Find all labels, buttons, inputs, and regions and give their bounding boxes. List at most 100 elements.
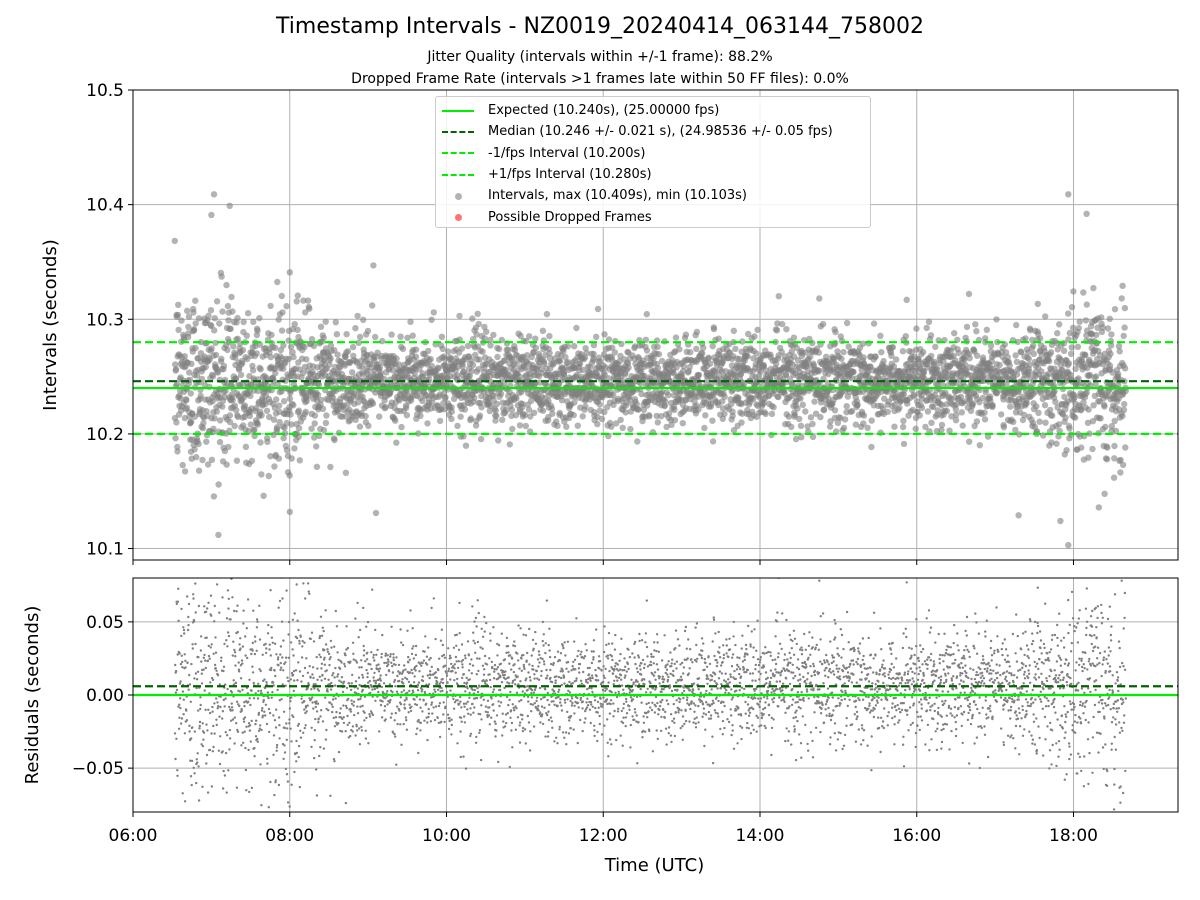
residual-point [186, 661, 189, 664]
interval-point [705, 354, 712, 361]
interval-point [448, 415, 455, 423]
interval-point [868, 443, 875, 451]
interval-point [1062, 414, 1069, 421]
interval-point [250, 318, 257, 326]
interval-point [680, 363, 688, 370]
interval-point [556, 357, 564, 365]
residual-point [198, 720, 202, 724]
residual-point [295, 636, 299, 640]
residual-point [188, 724, 191, 727]
interval-point [354, 399, 362, 406]
interval-point [860, 354, 867, 361]
residual-point [319, 746, 322, 749]
interval-point [676, 346, 683, 353]
interval-point [750, 395, 757, 403]
residual-point [311, 701, 314, 704]
residual-point [181, 666, 184, 669]
residual-point [198, 724, 201, 728]
interval-point [502, 366, 509, 373]
residual-point [242, 622, 245, 625]
residual-point [296, 679, 299, 682]
residual-point [271, 691, 274, 694]
interval-point [662, 398, 669, 405]
residual-point [223, 705, 226, 708]
interval-point [265, 472, 272, 480]
interval-point [878, 349, 885, 356]
interval-point [247, 392, 254, 400]
residual-point [327, 678, 330, 681]
residual-point [297, 744, 301, 748]
interval-point [687, 349, 694, 356]
interval-point [399, 345, 407, 353]
interval-point [251, 426, 258, 433]
residual-point [218, 762, 222, 766]
interval-point [226, 412, 234, 419]
interval-point [768, 410, 776, 418]
interval-point [616, 358, 623, 365]
residual-point [308, 665, 311, 668]
residual-point [191, 643, 194, 646]
interval-extreme-point [286, 269, 293, 276]
residual-point [265, 647, 268, 650]
interval-point [772, 360, 780, 367]
interval-point [397, 333, 404, 340]
chart-title: Timestamp Intervals - NZ0019_20240414_06… [276, 14, 924, 39]
interval-point [598, 415, 606, 423]
residual-point [207, 654, 211, 658]
residual-point [278, 724, 281, 727]
residual-point [318, 754, 321, 758]
interval-point [495, 345, 503, 353]
residual-point [284, 661, 287, 664]
interval-point [1036, 335, 1044, 342]
interval-point [709, 438, 717, 445]
residual-point [225, 791, 228, 794]
residual-point [266, 691, 270, 694]
interval-point [838, 355, 845, 362]
interval-point [973, 352, 981, 359]
residual-point [209, 594, 213, 597]
residual-point [272, 753, 275, 756]
residual-point [193, 772, 196, 775]
interval-point [998, 411, 1005, 418]
interval-point [226, 418, 234, 426]
residual-point [227, 607, 230, 610]
interval-point [1089, 445, 1096, 453]
residual-point [184, 659, 187, 662]
interval-point [976, 442, 983, 449]
residual-point [243, 716, 247, 719]
interval-point [571, 399, 578, 406]
interval-point [1090, 284, 1097, 292]
residual-point [206, 607, 209, 610]
residual-point [244, 654, 247, 657]
interval-point [362, 412, 369, 420]
residual-point [205, 636, 208, 639]
residual-point [317, 721, 320, 724]
residual-point [236, 604, 239, 607]
interval-point [509, 425, 516, 433]
interval-point [1118, 295, 1125, 302]
interval-point [663, 423, 670, 431]
interval-point [216, 438, 224, 446]
residual-point [248, 724, 252, 727]
residual-point [251, 665, 254, 668]
residual-point [283, 751, 287, 754]
residual-point [300, 680, 303, 683]
residual-point [287, 656, 290, 659]
residual-point [297, 661, 300, 664]
residual-point [178, 703, 181, 706]
interval-point [301, 343, 308, 351]
residual-point [208, 748, 212, 752]
residual-point [181, 690, 185, 693]
interval-point [1111, 442, 1118, 450]
interval-point [228, 293, 235, 301]
interval-point [331, 436, 338, 444]
residual-point [199, 649, 203, 652]
interval-point [654, 364, 662, 372]
residual-point [237, 670, 241, 673]
residual-point [180, 717, 184, 720]
residual-point [204, 659, 207, 662]
interval-points [171, 191, 1130, 549]
interval-point [319, 405, 327, 412]
residual-point [317, 689, 321, 692]
interval-point [1116, 348, 1123, 355]
